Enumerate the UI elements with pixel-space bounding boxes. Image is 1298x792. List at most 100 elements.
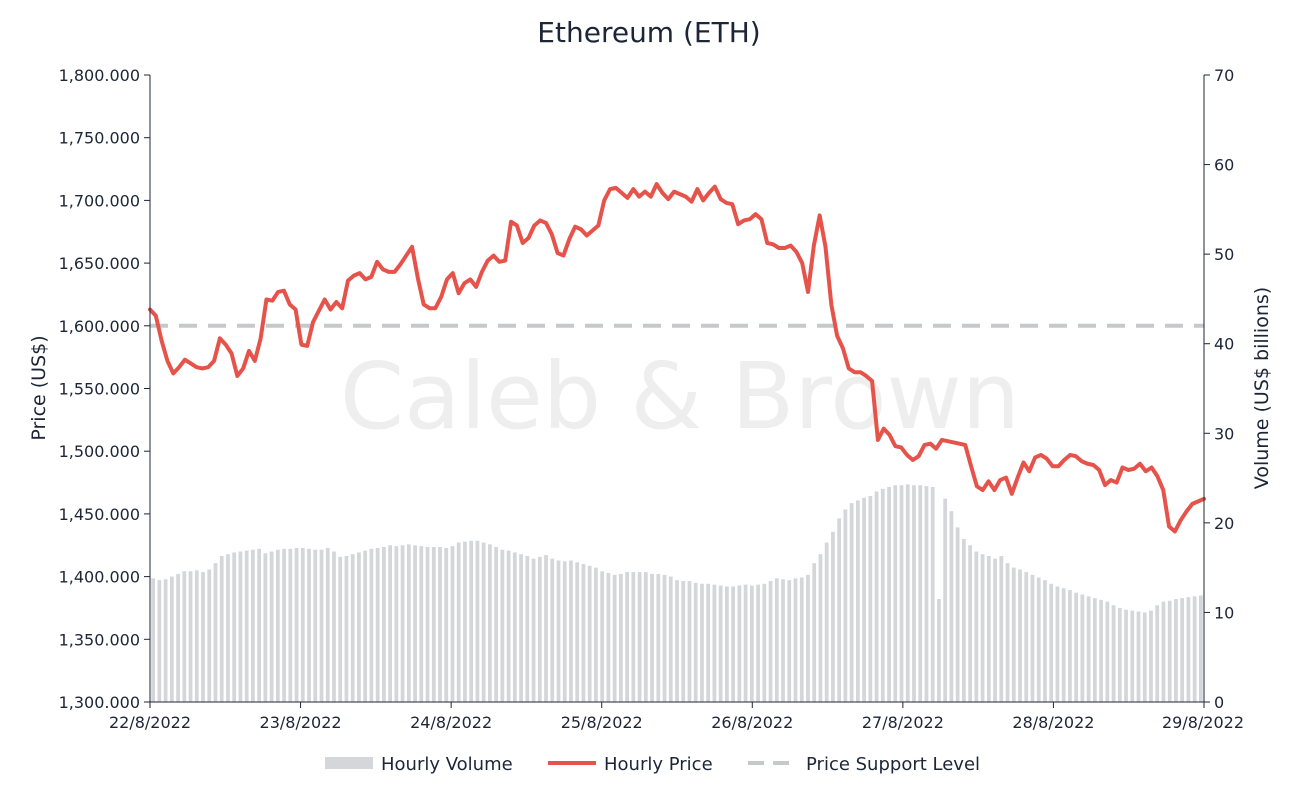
- volume-bar: [1117, 607, 1122, 702]
- volume-bar: [375, 547, 380, 702]
- volume-bar: [506, 550, 511, 702]
- volume-bar: [544, 555, 548, 702]
- volume-bar: [338, 556, 343, 702]
- volume-bar: [905, 484, 910, 702]
- volume-bar: [637, 572, 642, 702]
- volume-bar: [1086, 596, 1091, 702]
- volume-bar: [681, 581, 686, 702]
- volume-bar: [1167, 600, 1172, 702]
- left-tick-label: 1,750.000: [59, 129, 140, 148]
- volume-bar: [494, 547, 499, 702]
- volume-bar: [999, 556, 1004, 702]
- volume-bar: [1030, 574, 1035, 702]
- volume-bar: [868, 495, 873, 702]
- volume-bar: [762, 583, 767, 702]
- volume-bar: [774, 578, 779, 702]
- right-tick-label: 40: [1214, 335, 1234, 354]
- volume-bar: [182, 571, 187, 702]
- volume-bar: [444, 547, 449, 702]
- x-tick-label: 25/8/2022: [561, 713, 643, 732]
- volume-bar: [831, 531, 835, 702]
- volume-bar: [943, 498, 948, 702]
- right-tick-label: 70: [1214, 66, 1234, 85]
- volume-bar: [481, 542, 486, 702]
- chart-title: Ethereum (ETH): [537, 16, 760, 49]
- right-tick-label: 0: [1214, 693, 1224, 712]
- volume-bar: [450, 546, 455, 702]
- volume-bar: [1068, 590, 1072, 702]
- left-tick-label: 1,550.000: [59, 380, 140, 399]
- volume-bar: [263, 553, 268, 702]
- volume-bar: [787, 580, 792, 702]
- volume-bar: [1049, 583, 1054, 702]
- volume-bar: [781, 579, 785, 702]
- volume-bar: [731, 586, 735, 702]
- volume-bar: [226, 554, 230, 702]
- right-tick-label: 60: [1214, 156, 1234, 175]
- volume-bar: [824, 542, 829, 702]
- left-tick-label: 1,450.000: [59, 505, 140, 524]
- volume-bar: [1155, 605, 1160, 702]
- volume-bar: [725, 586, 729, 702]
- volume-bar: [706, 583, 711, 702]
- volume-bar: [581, 564, 586, 702]
- volume-bar: [980, 554, 985, 702]
- volume-bar: [768, 581, 773, 702]
- volume-bar: [625, 572, 629, 702]
- volume-bar: [849, 503, 854, 702]
- volume-bar: [1180, 598, 1185, 702]
- left-tick-label: 1,400.000: [59, 568, 140, 587]
- volume-bar: [425, 547, 430, 702]
- right-tick-label: 50: [1214, 245, 1234, 264]
- volume-bar: [993, 558, 997, 702]
- right-tick-label: 20: [1214, 514, 1234, 533]
- volume-bar: [463, 541, 467, 702]
- volume-bar: [918, 485, 923, 702]
- volume-bar: [1105, 601, 1110, 702]
- volume-bar: [1080, 594, 1085, 702]
- left-tick-label: 1,600.000: [59, 317, 140, 336]
- volume-bar: [737, 585, 742, 702]
- volume-bar: [656, 573, 661, 702]
- volume-bar: [643, 572, 648, 702]
- volume-bar: [350, 554, 355, 702]
- volume-bar: [1192, 596, 1197, 702]
- volume-bar: [431, 547, 436, 702]
- x-tick-label: 27/8/2022: [862, 713, 944, 732]
- volume-bar: [712, 584, 717, 702]
- volume-bar: [188, 571, 193, 702]
- volume-bar: [419, 546, 424, 702]
- volume-bar: [307, 548, 311, 702]
- volume-bar: [151, 578, 155, 702]
- volume-bar: [438, 547, 442, 702]
- left-tick-label: 1,650.000: [59, 254, 140, 273]
- volume-bar: [519, 554, 523, 702]
- volume-bar: [413, 545, 417, 702]
- legend-label-volume: Hourly Volume: [381, 754, 513, 775]
- volume-bar: [700, 583, 704, 702]
- volume-bar: [812, 563, 817, 702]
- volume-bar: [619, 573, 623, 702]
- volume-bar: [862, 497, 866, 702]
- volume-bars: [151, 484, 1203, 702]
- volume-bar: [525, 556, 530, 702]
- left-axis-label: Price (US$): [28, 335, 50, 440]
- volume-bar: [806, 574, 810, 702]
- volume-bar: [799, 577, 804, 702]
- volume-bar: [1124, 609, 1128, 702]
- right-tick-label: 30: [1214, 424, 1234, 443]
- volume-bar: [232, 552, 237, 702]
- volume-bar: [612, 574, 617, 702]
- volume-bar: [556, 560, 561, 702]
- volume-bar: [1099, 599, 1103, 702]
- volume-bar: [369, 548, 374, 702]
- volume-bar: [1142, 612, 1147, 702]
- right-axis-label: Volume (US$ billions): [1251, 287, 1273, 489]
- volume-bar: [1036, 577, 1041, 702]
- x-tick-label: 29/8/2022: [1162, 713, 1244, 732]
- volume-bar: [930, 487, 935, 702]
- volume-bar: [880, 488, 885, 702]
- volume-bar: [912, 485, 916, 702]
- left-tick-label: 1,300.000: [59, 693, 140, 712]
